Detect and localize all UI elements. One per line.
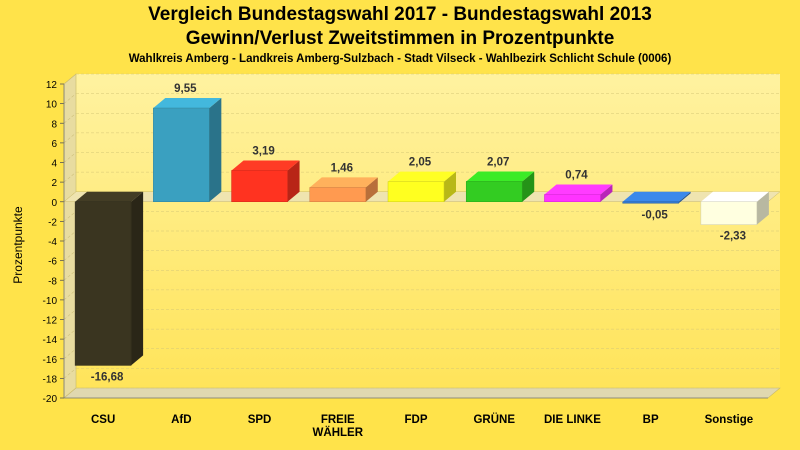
bar-value-label: 1,46 bbox=[331, 162, 353, 174]
bar-side bbox=[678, 191, 691, 204]
x-tick-label: GRÜNE bbox=[473, 413, 515, 426]
plot-floor bbox=[63, 387, 781, 399]
x-tick-label: AfD bbox=[171, 414, 191, 426]
x-tick-label: CSU bbox=[91, 414, 115, 426]
y-tick-label: 12 bbox=[46, 80, 58, 91]
bar bbox=[309, 187, 367, 203]
bar bbox=[622, 201, 679, 204]
gridline-side bbox=[63, 328, 77, 340]
bar bbox=[387, 181, 445, 202]
bar-top bbox=[153, 98, 222, 109]
gridline-side bbox=[63, 132, 77, 144]
gridline-side bbox=[63, 270, 77, 281]
bar-side bbox=[522, 171, 535, 202]
gridline-side bbox=[63, 368, 77, 379]
gridline-side bbox=[63, 93, 77, 104]
gridline-side bbox=[63, 152, 77, 163]
x-tick-label: FDP bbox=[405, 414, 428, 426]
bar bbox=[544, 194, 601, 203]
y-tick-label: 0 bbox=[51, 198, 57, 209]
bar-top bbox=[388, 171, 456, 182]
bar bbox=[153, 107, 210, 202]
y-tick-label: -12 bbox=[43, 316, 58, 327]
gridline-side bbox=[63, 211, 77, 222]
bar-top bbox=[622, 191, 691, 202]
bar-side bbox=[209, 98, 222, 202]
bar-top bbox=[700, 191, 769, 202]
y-tick-label: -6 bbox=[48, 257, 57, 268]
bar-side bbox=[600, 184, 613, 202]
bar-value-label: 2,07 bbox=[487, 156, 509, 168]
y-tick-label: 6 bbox=[51, 139, 57, 150]
gridline-side bbox=[63, 230, 77, 242]
bar-side bbox=[444, 171, 456, 202]
bar bbox=[465, 181, 523, 202]
y-tick-label: -8 bbox=[48, 276, 57, 287]
y-axis-label: Prozentpunkte bbox=[11, 206, 25, 284]
bar-value-label: 9,55 bbox=[174, 83, 197, 95]
x-tick-label: BP bbox=[643, 414, 659, 426]
bar-side bbox=[756, 191, 769, 225]
y-tick-label: -4 bbox=[48, 237, 57, 248]
y-tick-label: -20 bbox=[43, 394, 58, 405]
bar-side bbox=[131, 191, 144, 366]
gridline-side bbox=[63, 73, 77, 85]
gridline-side bbox=[63, 250, 77, 261]
bar bbox=[231, 170, 288, 202]
x-tick-label: DIE LINKE bbox=[544, 414, 601, 426]
y-tick-label: -18 bbox=[43, 374, 58, 385]
gridline-side bbox=[63, 387, 77, 399]
bar-top bbox=[75, 191, 144, 202]
bar-top bbox=[544, 184, 613, 195]
y-tick-label: 8 bbox=[51, 119, 57, 130]
bar-side bbox=[287, 160, 300, 202]
x-tick-label: WÄHLER bbox=[313, 426, 364, 439]
bar-top bbox=[309, 177, 378, 188]
gridline-side bbox=[63, 113, 77, 124]
y-tick-label: -10 bbox=[43, 296, 58, 307]
bar-side bbox=[365, 177, 378, 202]
bar-top bbox=[466, 171, 535, 182]
chart-subtitle: Gewinn/Verlust Zweitstimmen in Prozentpu… bbox=[185, 28, 615, 49]
gridline-side bbox=[63, 289, 77, 301]
bar-value-label: 3,19 bbox=[252, 145, 274, 157]
y-tick-label: -14 bbox=[43, 335, 58, 346]
bar bbox=[74, 201, 132, 366]
bar-value-label: -2,33 bbox=[720, 231, 746, 243]
y-tick-label: 10 bbox=[46, 100, 58, 111]
gridline-side bbox=[63, 348, 77, 359]
x-tick-label: Sonstige bbox=[705, 414, 754, 426]
bar-value-label: 0,74 bbox=[565, 169, 588, 181]
y-tick-label: -2 bbox=[48, 217, 57, 228]
bar-value-label: -0,05 bbox=[642, 209, 669, 221]
y-tick-label: 4 bbox=[51, 159, 57, 170]
bar bbox=[700, 201, 758, 225]
bar-value-label: 2,05 bbox=[409, 157, 432, 169]
gridline-side bbox=[63, 171, 77, 183]
bar-value-label: -16,68 bbox=[91, 371, 124, 383]
y-tick-label: 2 bbox=[51, 178, 57, 189]
x-tick-label: SPD bbox=[248, 414, 272, 426]
chart-subsubtitle: Wahlkreis Amberg - Landkreis Amberg-Sulz… bbox=[128, 53, 672, 65]
gridline-side bbox=[63, 309, 77, 320]
x-tick-label: FREIE bbox=[321, 414, 355, 426]
y-tick-label: -16 bbox=[43, 355, 58, 366]
chart-title: Vergleich Bundestagswahl 2017 - Bundesta… bbox=[148, 4, 652, 25]
bar-top bbox=[231, 160, 300, 171]
